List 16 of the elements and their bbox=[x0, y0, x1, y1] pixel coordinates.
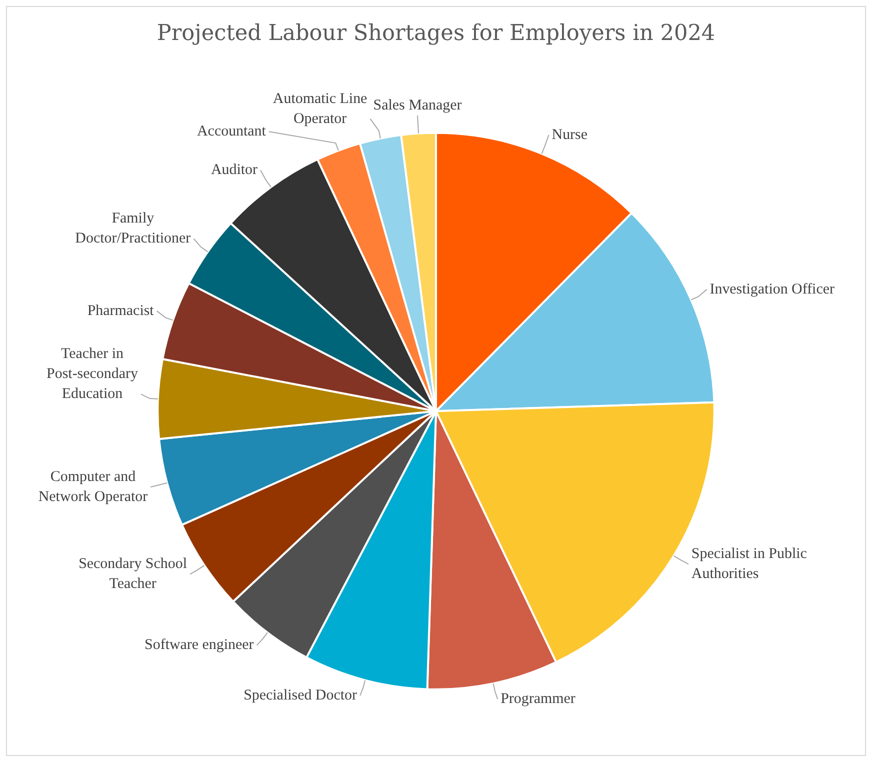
slice-label: Specialist in Public Authorities bbox=[691, 546, 808, 582]
slice-label: Pharmacist bbox=[87, 302, 155, 319]
slice-label: Software engineer bbox=[144, 637, 254, 654]
chart-title: Projected Labour Shortages for Employers in 2024 bbox=[156, 20, 716, 46]
slice-label: Secondary School Teacher bbox=[78, 556, 187, 592]
slice-label: Nurse bbox=[552, 126, 588, 143]
slice-label: Automatic Line Operator bbox=[272, 90, 368, 127]
slice-label: Auditor bbox=[210, 162, 258, 178]
slice-label: Accountant bbox=[197, 124, 267, 140]
slice-label: Investigation Officer bbox=[710, 281, 834, 298]
slice-label: Computer and Network Operator bbox=[38, 468, 148, 505]
slice-label: Teacher in Post-secondary Education bbox=[46, 346, 138, 402]
slice-label: Programmer bbox=[500, 690, 576, 707]
slice-label: Sales Manager bbox=[373, 97, 462, 114]
slice-label: Specialised Doctor bbox=[244, 688, 357, 704]
slice-label: Family Doctor/Practitioner bbox=[75, 210, 191, 247]
